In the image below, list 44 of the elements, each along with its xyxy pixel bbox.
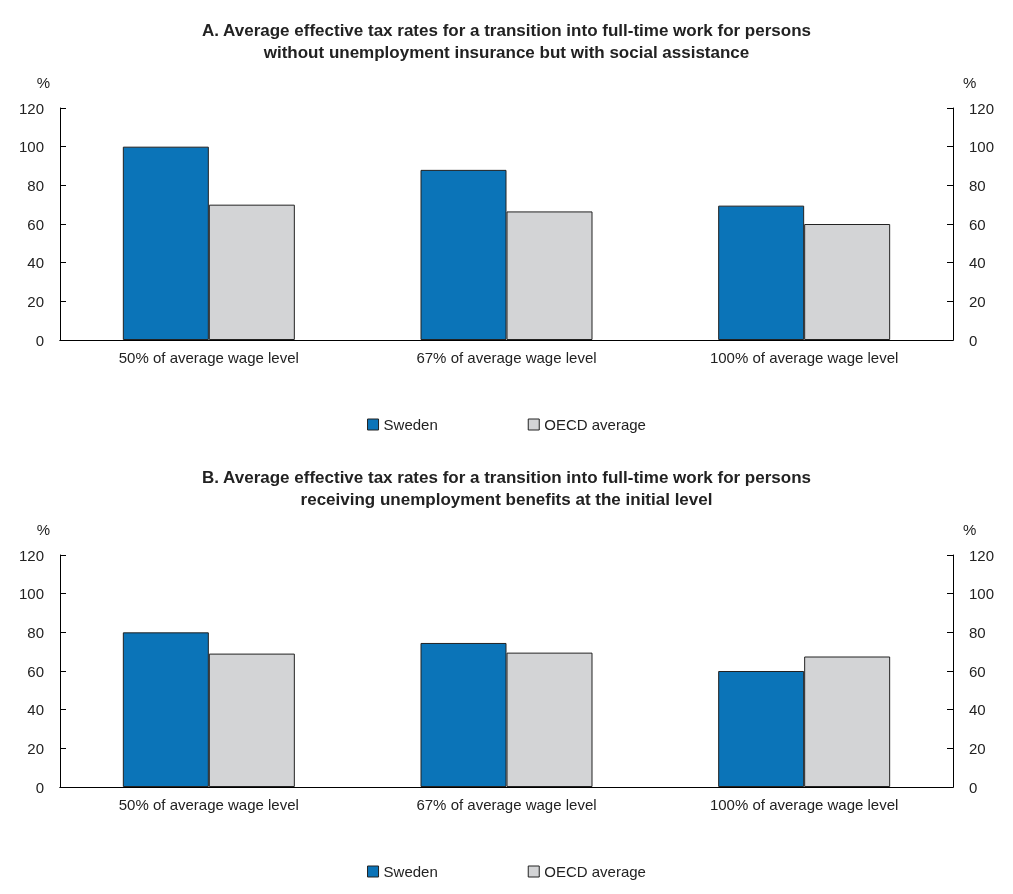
legend-label: Sweden [383, 863, 438, 880]
y-tick-label: 40 [27, 254, 44, 272]
y-tick-label: 0 [35, 331, 44, 349]
y2-tick-label: 80 [969, 176, 986, 194]
y-tick-label: 0 [35, 778, 44, 796]
y2-axis-title: % [963, 521, 977, 538]
chart-title: B. Average effective tax rates for a transition into full-time work for persons receiving unemployment benefits at the initial level [202, 467, 811, 509]
y2-tick-label: 60 [969, 215, 986, 233]
y-axis-title: % [36, 521, 50, 538]
legend-label: OECD average [544, 863, 646, 880]
y-tick-label: 20 [27, 739, 44, 757]
y-tick-label: 100 [18, 585, 44, 603]
legend-label: Sweden [383, 416, 438, 433]
y2-tick-label: 0 [969, 331, 978, 349]
y2-tick-label: 0 [969, 778, 978, 796]
x-tick-label: 100% of average wage level [709, 349, 899, 366]
x-tick-label: 67% of average wage level [416, 796, 597, 813]
y-tick-label: 80 [27, 176, 44, 194]
legend-label: OECD average [544, 416, 646, 433]
y-tick-label: 60 [27, 662, 44, 680]
y-tick-label: 40 [27, 701, 44, 719]
y-tick-label: 80 [27, 623, 44, 641]
y-tick-label: 120 [18, 546, 44, 564]
y2-tick-label: 120 [969, 99, 995, 117]
chart-title: A. Average effective tax rates for a transition into full-time work for persons without unemployment insurance but with social assistance [202, 20, 811, 62]
y2-tick-label: 120 [969, 546, 995, 564]
x-tick-label: 67% of average wage level [416, 349, 597, 366]
y2-tick-label: 80 [969, 623, 986, 641]
x-tick-label: 100% of average wage level [709, 796, 899, 813]
y2-tick-label: 20 [969, 292, 986, 310]
y-axis-title: % [36, 74, 50, 91]
y-tick-label: 20 [27, 292, 44, 310]
y-tick-label: 60 [27, 215, 44, 233]
y2-axis-title: % [963, 74, 977, 91]
x-tick-label: 50% of average wage level [118, 796, 299, 813]
y2-tick-label: 60 [969, 662, 986, 680]
y2-tick-label: 100 [969, 138, 995, 156]
y2-tick-label: 40 [969, 254, 986, 272]
x-tick-label: 50% of average wage level [118, 349, 299, 366]
y2-tick-label: 20 [969, 739, 986, 757]
y2-tick-label: 40 [969, 701, 986, 719]
y2-tick-label: 100 [969, 585, 995, 603]
y-tick-label: 120 [18, 99, 44, 117]
y-tick-label: 100 [18, 138, 44, 156]
